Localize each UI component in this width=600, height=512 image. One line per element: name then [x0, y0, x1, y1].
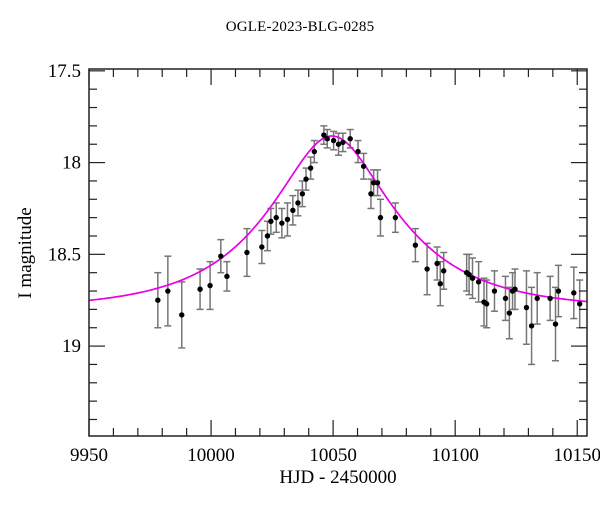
y-axis-label: I magnitude: [15, 207, 36, 299]
chart-title: OGLE-2023-BLG-0285: [225, 19, 375, 35]
svg-text:10000: 10000: [187, 445, 235, 466]
svg-text:10100: 10100: [431, 445, 479, 466]
svg-text:9950: 9950: [70, 445, 108, 466]
svg-text:18.5: 18.5: [48, 244, 81, 265]
svg-text:19: 19: [62, 336, 81, 357]
svg-text:10150: 10150: [553, 445, 600, 466]
svg-text:18: 18: [62, 153, 81, 174]
svg-text:17.5: 17.5: [48, 61, 81, 82]
svg-text:10050: 10050: [309, 445, 357, 466]
x-axis-label: HJD - 2450000: [279, 467, 397, 488]
